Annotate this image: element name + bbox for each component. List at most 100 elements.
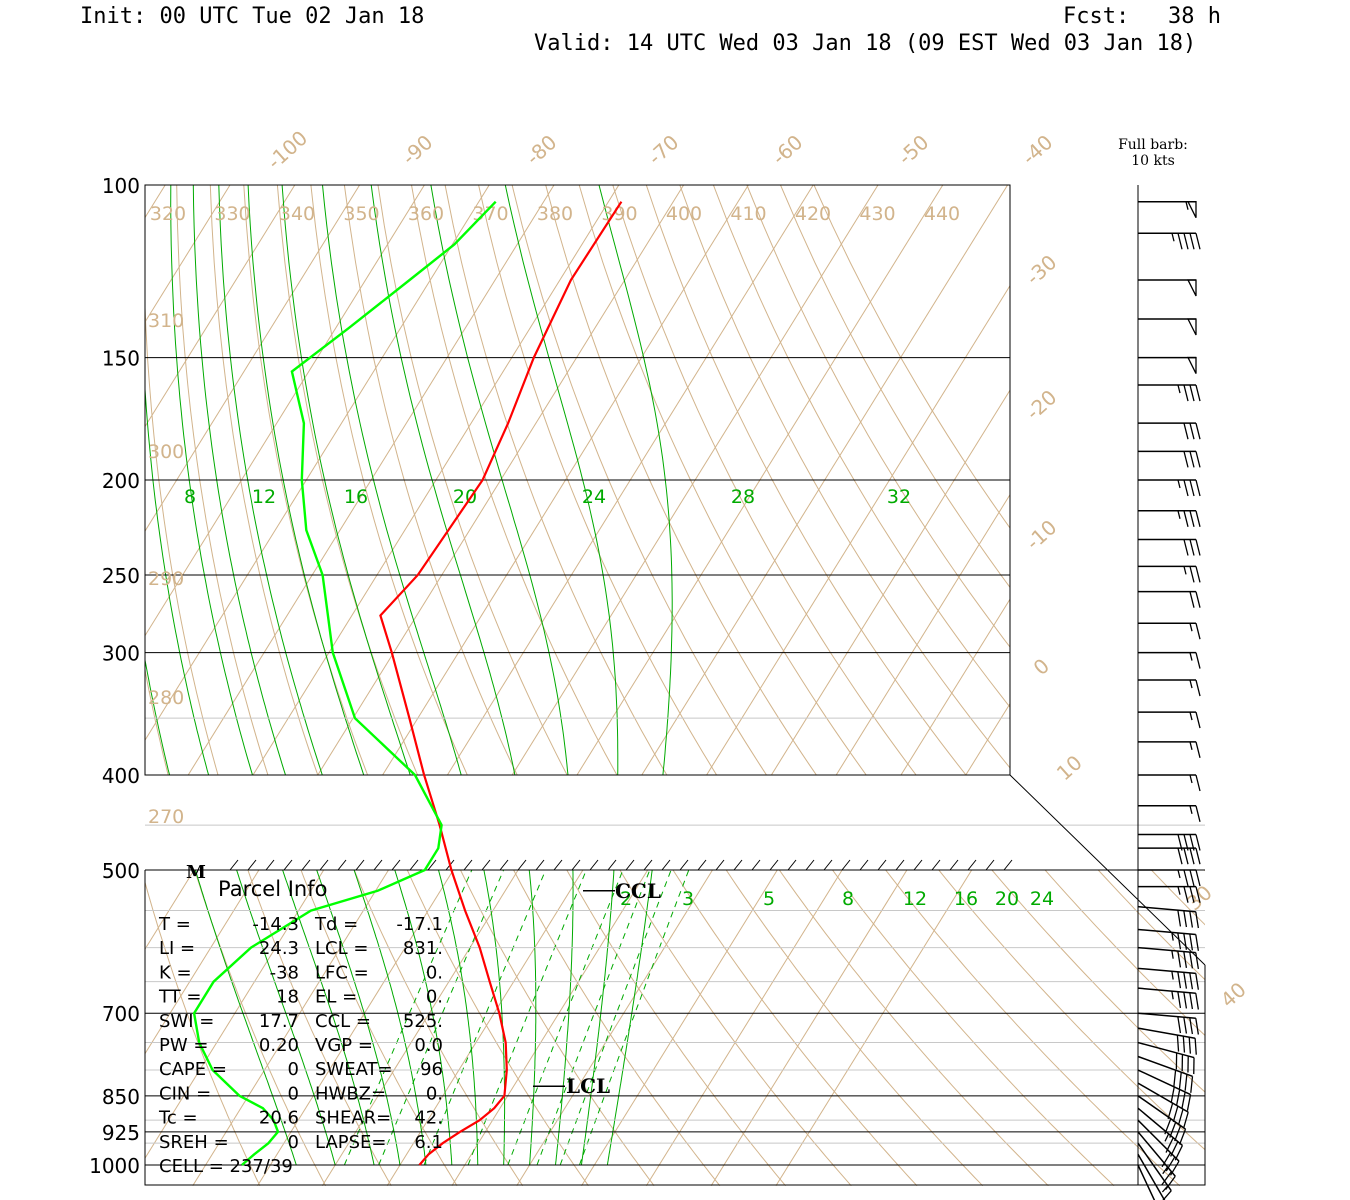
wind-barb: [1138, 869, 1201, 887]
hatch-mark: [589, 859, 599, 871]
hatch-mark: [679, 859, 689, 871]
wind-barb-pennant: [1186, 279, 1197, 297]
parcel-info-label: CCL =: [315, 1011, 371, 1032]
wind-barb-full: [1189, 423, 1195, 440]
hatch-mark: [355, 859, 365, 871]
wind-barb-full: [1195, 623, 1201, 640]
valid-time: Valid: 14 UTC Wed 03 Jan 18 (09 EST Wed …: [534, 31, 1197, 56]
moist-adiabat-line: [504, 185, 619, 775]
mixing-ratio-line: [559, 870, 672, 1166]
parcel-info-label: HWBZ=: [315, 1083, 386, 1104]
theta-label: 380: [537, 203, 573, 225]
wind-barb-pennant: [1186, 318, 1197, 336]
isotherm-line: [776, 140, 1350, 1186]
dry-adiabat-line: [679, 185, 1010, 769]
lower-panel-border: [144, 870, 1206, 1186]
hatch-mark: [697, 859, 707, 871]
hatch-mark: [319, 859, 329, 871]
hatch-mark: [265, 859, 275, 871]
moist-adiabat-line: [580, 870, 615, 1166]
wind-barb-full: [1190, 1076, 1194, 1093]
wind-barb-full: [1183, 933, 1188, 950]
theta-label: 320: [150, 203, 186, 225]
hatch-mark: [643, 859, 653, 871]
wind-barb-full: [1183, 848, 1189, 865]
parcel-info-label: SREH =: [159, 1132, 229, 1153]
wind-barb-full: [1170, 1086, 1175, 1104]
moist-adiabat-label: 8: [184, 486, 196, 508]
upper-panel-border: [144, 184, 1011, 776]
wind-barb-half: [1189, 652, 1193, 661]
theta-label: 340: [279, 203, 315, 225]
dry-adiabat-line: [545, 185, 818, 775]
wind-barb: [1137, 987, 1200, 1010]
wind-barb-staff: [1137, 1082, 1189, 1113]
hatch-mark: [661, 859, 671, 871]
wind-barb-full: [1189, 539, 1195, 556]
isotherm-label: -80: [521, 130, 561, 170]
moist-adiabat-label: 24: [582, 486, 606, 508]
wind-barb-half: [1183, 566, 1187, 575]
mixing-ratio-label: 20: [995, 888, 1019, 910]
wind-barb-full: [1183, 479, 1189, 497]
isotherm-line: [576, 185, 944, 775]
hatch-mark: [715, 859, 725, 871]
parcel-info-value: -38: [270, 962, 299, 983]
theta-label: 280: [148, 687, 184, 709]
parcel-info-label: Tc =: [158, 1108, 198, 1129]
wind-barb-full: [1195, 711, 1201, 729]
isotherm-line: [321, 870, 519, 1186]
hatch-mark: [931, 859, 941, 871]
parcel-info-label: Td =: [314, 914, 358, 935]
isotherm-line: [835, 493, 1010, 775]
sounding-profiles: LCL CCL M: [186, 200, 661, 1166]
wind-barb-full: [1189, 233, 1195, 250]
ccl-label: CCL: [615, 879, 661, 903]
hatch-mark: [607, 859, 617, 871]
wind-barb-half: [1177, 384, 1181, 394]
isotherm-line: [641, 185, 1009, 775]
wind-barb: [1137, 1012, 1200, 1035]
pressure-label: 1000: [89, 1154, 140, 1178]
wind-barb-full: [1195, 510, 1201, 527]
parcel-info-value: 18: [276, 987, 299, 1008]
wind-barb-full: [1177, 1016, 1182, 1034]
dry-adiabat-line: [478, 185, 718, 775]
parcel-info-box: Parcel Info T = -14.3 Td = -17.1 LI = 24.3 LCL …: [158, 877, 443, 1177]
mixing-ratio-line: [467, 870, 587, 1166]
pressure-label: 300: [102, 642, 140, 666]
wind-barb-full: [1177, 233, 1183, 250]
parcel-info-label: K =: [159, 962, 192, 983]
isotherm-label: 10: [1052, 750, 1087, 785]
hatch-mark: [787, 859, 797, 871]
mixing-ratio-label: 5: [763, 888, 775, 910]
parcel-info-label: LAPSE=: [315, 1132, 387, 1153]
hatch-mark: [337, 859, 347, 871]
theta-label: 420: [795, 203, 831, 225]
wind-barb-full: [1177, 932, 1182, 950]
hatch-mark: [625, 859, 635, 871]
dry-adiabat-line: [780, 185, 1010, 589]
wind-barb: [1137, 1069, 1192, 1111]
hatch-mark: [949, 859, 959, 871]
parcel-info-label: LI =: [159, 938, 195, 959]
lcl-label: LCL: [566, 1074, 610, 1098]
wind-barb-half: [1171, 950, 1174, 959]
wind-barb: [1137, 928, 1200, 951]
wind-barb-half: [1177, 479, 1181, 489]
wind-barb-full: [1183, 869, 1189, 887]
parcel-info-title: Parcel Info: [218, 877, 327, 901]
wind-barbs: [1137, 200, 1201, 1200]
parcel-info-value: 0.20: [259, 1035, 299, 1056]
wind-barb-half: [1189, 623, 1193, 632]
wind-barb-full: [1189, 591, 1195, 608]
hatch-mark: [247, 859, 257, 871]
isotherm-label: 40: [1216, 977, 1251, 1012]
wind-barb-half: [1171, 991, 1174, 1000]
parcel-info-label: SWEAT=: [315, 1059, 393, 1080]
moist-adiabat-label: 20: [453, 486, 477, 508]
wind-barb-half: [1189, 679, 1193, 689]
moist-adiabat-label: 12: [252, 486, 276, 508]
hatch-mark: [805, 859, 815, 871]
wind-barb-full: [1189, 479, 1195, 497]
